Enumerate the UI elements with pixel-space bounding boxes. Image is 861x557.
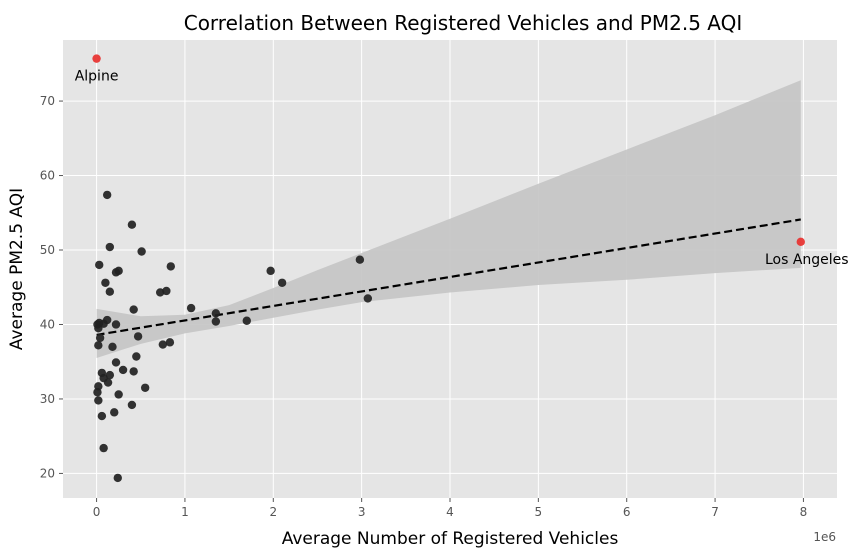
data-point (140, 383, 150, 392)
x-tick-label: 7 (711, 505, 719, 519)
y-tick-label: 50 (40, 243, 55, 257)
x-tick-label: 6 (623, 505, 631, 519)
data-point (211, 309, 221, 318)
data-point (103, 378, 113, 387)
data-point (266, 266, 275, 276)
y-axis-label: Average PM2.5 AQI (7, 188, 27, 350)
data-point (363, 294, 373, 303)
confidence-band-area (96, 80, 801, 358)
data-point (158, 340, 168, 349)
data-point (242, 316, 251, 325)
data-point (101, 278, 110, 287)
data-point (95, 333, 105, 343)
data-point (162, 286, 171, 296)
data-point (118, 365, 128, 375)
data-point (127, 220, 137, 229)
y-tick-label: 20 (40, 466, 55, 480)
data-point (114, 266, 123, 276)
data-point (211, 317, 221, 326)
y-tick-label: 70 (40, 94, 55, 108)
data-point (94, 341, 103, 350)
x-tick-label: 8 (800, 505, 808, 519)
data-point (102, 190, 112, 200)
data-points (93, 190, 373, 483)
data-point (166, 262, 175, 271)
data-point (94, 396, 103, 405)
y-tick-label: 40 (40, 317, 55, 331)
x-axis-ticks: 0 1 2 3 4 5 6 7 8 (93, 498, 807, 519)
data-point (114, 390, 123, 399)
y-tick-label: 60 (40, 169, 55, 183)
data-point (99, 443, 108, 453)
data-point (165, 338, 175, 347)
x-tick-label: 0 (93, 505, 101, 519)
x-tick-label: 2 (269, 505, 277, 519)
x-tick-label: 1 (181, 505, 189, 519)
highlight-points: Alpine Los Angeles (75, 54, 849, 268)
data-point (355, 255, 365, 264)
data-point (102, 315, 112, 325)
highlight-label: Los Angeles (765, 252, 849, 268)
y-tick-label: 30 (40, 392, 55, 406)
data-point (186, 303, 196, 313)
x-tick-label: 3 (358, 505, 366, 519)
regression-line (96, 218, 801, 336)
data-point (111, 358, 121, 367)
data-point (277, 278, 287, 287)
highlight-point (92, 54, 101, 63)
chart-title: Correlation Between Registered Vehicles … (184, 11, 743, 35)
data-point (129, 305, 138, 314)
highlight-point (796, 237, 805, 247)
data-point (95, 260, 104, 270)
data-point (97, 411, 107, 421)
data-point (133, 332, 143, 341)
data-point (108, 342, 117, 352)
confidence-band (96, 80, 801, 358)
x-axis-offset-label: 1e6 (813, 530, 836, 544)
data-point (105, 242, 115, 252)
data-point (129, 367, 138, 376)
x-tick-label: 4 (446, 505, 454, 519)
y-axis-ticks: 20 30 40 50 60 70 (40, 94, 63, 480)
highlight-label: Alpine (75, 69, 119, 85)
data-point (110, 408, 119, 417)
regression-line-layer (96, 218, 801, 336)
data-point (111, 320, 121, 329)
data-point (105, 287, 115, 296)
x-tick-label: 5 (535, 505, 543, 519)
x-axis-label: Average Number of Registered Vehicles (282, 529, 619, 549)
data-point (93, 388, 102, 397)
data-point (113, 473, 122, 483)
data-point (137, 247, 146, 256)
data-point (132, 352, 141, 361)
data-point (105, 370, 115, 380)
data-point (127, 400, 137, 410)
